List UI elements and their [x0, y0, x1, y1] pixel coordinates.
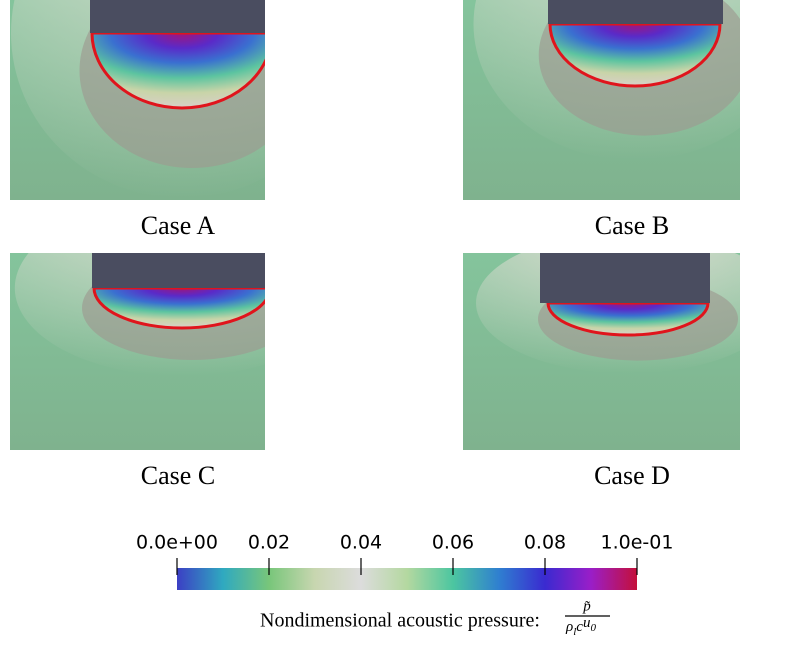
transducer	[90, 0, 265, 33]
colorbar-label: Nondimensional acoustic pressure:	[260, 610, 540, 632]
caption: Case C	[141, 461, 215, 490]
tick-label: 0.08	[524, 532, 566, 554]
panel	[463, 0, 787, 200]
caption: Case D	[594, 461, 670, 490]
tick-label: 0.02	[248, 532, 290, 554]
transducer	[548, 0, 723, 24]
panel	[10, 0, 353, 200]
denominator: ρlcu0	[565, 615, 596, 637]
tick-label: 0.0e+00	[136, 532, 218, 554]
subscript: 0	[590, 622, 596, 634]
colorbar	[177, 568, 637, 590]
transducer	[92, 253, 265, 288]
transducer	[540, 253, 710, 303]
panel-content	[463, 0, 787, 200]
symbol: u	[583, 615, 591, 631]
numerator: p̃	[582, 598, 591, 614]
panel-content	[463, 233, 780, 450]
tick-label: 1.0e-01	[601, 532, 674, 554]
panel	[463, 233, 780, 450]
tick-label: 0.06	[432, 532, 474, 554]
caption: Case A	[141, 211, 216, 240]
caption: Case B	[595, 211, 669, 240]
panel-content	[10, 0, 353, 200]
tick-label: 0.04	[340, 532, 382, 554]
symbol: ρ	[565, 619, 573, 635]
